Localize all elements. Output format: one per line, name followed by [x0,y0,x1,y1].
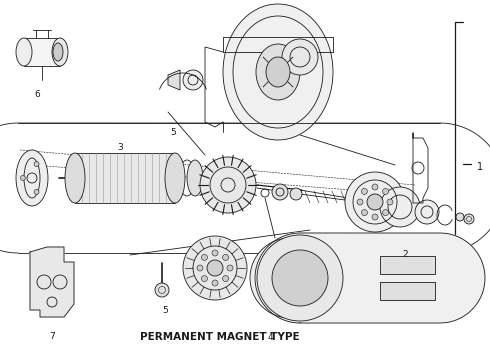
Circle shape [200,157,256,213]
Circle shape [155,283,169,297]
Ellipse shape [272,250,328,306]
Circle shape [201,255,207,260]
Polygon shape [168,70,180,90]
Circle shape [383,210,389,216]
Circle shape [201,276,207,282]
Polygon shape [301,282,316,294]
Circle shape [372,214,378,220]
Circle shape [207,260,223,276]
Circle shape [222,255,229,260]
Ellipse shape [16,150,48,206]
Ellipse shape [266,57,290,87]
Circle shape [183,70,203,90]
Ellipse shape [52,38,68,66]
Circle shape [227,265,233,271]
Text: 6: 6 [387,283,393,292]
Ellipse shape [223,4,333,140]
Circle shape [278,266,302,290]
Polygon shape [264,261,279,274]
Bar [24,38,60,66]
Circle shape [380,187,420,227]
Circle shape [34,189,39,194]
Circle shape [197,265,203,271]
Bar [380,282,435,300]
Circle shape [383,188,389,194]
Circle shape [362,210,368,216]
Polygon shape [301,261,316,274]
Circle shape [387,199,393,205]
Circle shape [345,172,405,232]
Ellipse shape [53,43,63,61]
Ellipse shape [282,39,318,75]
Circle shape [21,175,25,180]
Circle shape [34,162,39,167]
Bar [75,153,175,203]
Circle shape [212,280,218,286]
Ellipse shape [65,153,85,203]
Circle shape [367,194,383,210]
Text: 3: 3 [117,143,123,152]
Polygon shape [255,233,485,323]
Text: 1: 1 [477,162,483,171]
Ellipse shape [187,160,203,196]
Text: 6: 6 [34,90,40,99]
Circle shape [183,236,247,300]
Ellipse shape [256,44,300,100]
Polygon shape [30,247,74,317]
Text: 7: 7 [49,332,55,341]
Circle shape [290,188,302,200]
Ellipse shape [257,235,343,321]
Polygon shape [264,282,279,294]
Ellipse shape [165,153,185,203]
Circle shape [222,276,229,282]
Circle shape [456,213,464,221]
Text: 5: 5 [170,128,176,137]
Circle shape [357,199,363,205]
Text: PERMANENT MAGNET TYPE: PERMANENT MAGNET TYPE [140,332,300,342]
Circle shape [372,184,378,190]
Bar [380,256,435,274]
Text: 4: 4 [267,333,273,342]
Text: 2: 2 [402,250,408,259]
Ellipse shape [16,38,32,66]
Circle shape [272,184,288,200]
Circle shape [464,214,474,224]
Circle shape [362,188,368,194]
Text: 5: 5 [162,306,168,315]
Circle shape [212,250,218,256]
Circle shape [415,200,439,224]
Circle shape [250,238,330,318]
